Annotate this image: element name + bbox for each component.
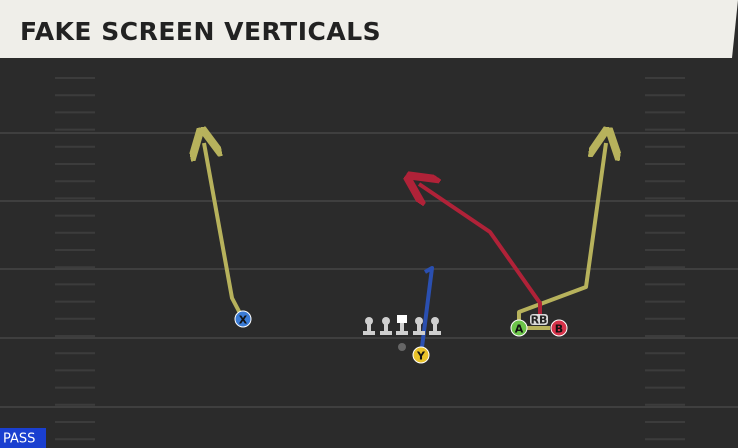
player-label: X [239, 314, 248, 327]
lineman [429, 317, 441, 335]
play-title: FAKE SCREEN VERTICALS [20, 17, 381, 46]
lineman [380, 317, 392, 335]
player-a: A [510, 319, 528, 337]
hash-marks [55, 77, 685, 441]
lineman [363, 317, 375, 335]
player-y: Y [412, 346, 430, 364]
player-label: Y [416, 350, 426, 363]
play-type: PASS [3, 432, 35, 447]
lineman [413, 317, 425, 335]
quarterback [398, 343, 406, 351]
center [396, 315, 408, 335]
player-rb: RB [530, 314, 548, 327]
badge [0, 428, 46, 448]
route [419, 266, 434, 356]
player-label: B [555, 323, 563, 336]
player-b: B [550, 319, 568, 337]
player-x: X [234, 310, 252, 328]
player-label: RB [531, 314, 548, 327]
route [419, 184, 542, 322]
header-bar [0, 0, 738, 58]
player-label: A [515, 323, 524, 336]
linemen [363, 315, 441, 335]
